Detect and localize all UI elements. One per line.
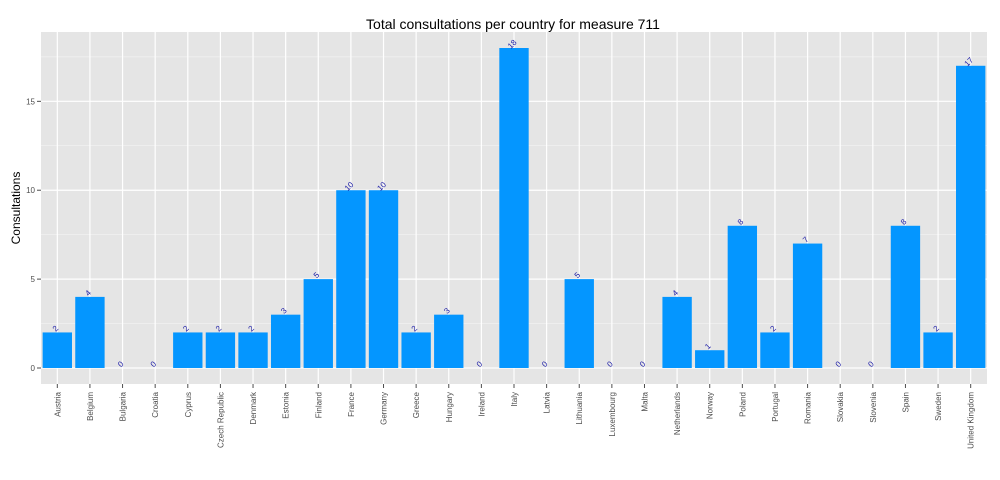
x-tick-label: Romania: [804, 391, 813, 424]
bar: [923, 332, 953, 368]
bar: [760, 332, 790, 368]
x-tick-label: Czech Republic: [216, 392, 225, 448]
bar: [564, 279, 594, 368]
data-label: 2: [768, 324, 778, 334]
data-label: 0: [638, 359, 648, 369]
x-tick-label: Portugal: [771, 392, 780, 422]
x-tick-label: Latvia: [543, 391, 552, 413]
x-tick-label: Poland: [738, 392, 747, 417]
data-label: 2: [410, 324, 420, 334]
data-label: 0: [866, 359, 876, 369]
x-tick-label: Bulgaria: [119, 391, 128, 421]
data-label: 3: [442, 306, 452, 316]
y-axis: 0 5 10 15: [26, 97, 41, 373]
bar: [270, 314, 301, 368]
bar: [727, 225, 758, 368]
bar: [695, 350, 725, 368]
data-label: 3: [279, 306, 289, 316]
x-tick-label: United Kingdom: [967, 392, 976, 449]
data-label: 2: [51, 324, 61, 334]
bar: [303, 279, 333, 368]
x-tick-label: Lithuania: [575, 391, 584, 424]
x-tick-label: Luxembourg: [608, 392, 617, 436]
bar: [956, 65, 986, 369]
y-tick-label: 0: [31, 364, 36, 373]
data-label: 2: [214, 324, 224, 334]
bar: [401, 332, 431, 368]
data-label: 2: [247, 324, 257, 334]
x-tick-label: Malta: [640, 391, 649, 411]
data-label: 0: [540, 359, 550, 369]
data-label: 0: [475, 359, 485, 369]
x-tick-label: Germany: [380, 392, 389, 425]
y-tick-label: 15: [26, 97, 35, 106]
data-label: 0: [834, 359, 844, 369]
data-label: 0: [149, 359, 159, 369]
data-label: 2: [181, 324, 191, 334]
x-tick-label: Netherlands: [673, 392, 682, 435]
bar: [173, 332, 203, 368]
bar: [890, 225, 921, 368]
bar: [368, 190, 399, 368]
x-tick-label: Ireland: [477, 392, 486, 416]
bar: [205, 332, 236, 368]
data-label: 0: [116, 359, 126, 369]
data-label: 4: [83, 288, 93, 298]
bar: [42, 332, 72, 368]
x-tick-label: Cyprus: [184, 392, 193, 417]
x-tick-label: Norway: [706, 392, 715, 419]
x-tick-label: Slovakia: [836, 391, 845, 422]
data-label: 4: [671, 288, 681, 298]
y-tick-label: 10: [26, 186, 35, 195]
x-tick-label: Italy: [510, 392, 519, 407]
bar: [499, 48, 529, 368]
x-tick-label: Sweden: [934, 392, 943, 421]
data-label: 0: [605, 359, 615, 369]
data-label: 5: [312, 270, 322, 280]
x-tick-label: Spain: [901, 392, 910, 412]
x-tick-label: Croatia: [151, 391, 160, 417]
bar: [336, 190, 366, 368]
x-tick-label: Denmark: [249, 391, 258, 424]
bar: [238, 332, 268, 368]
bar: [434, 314, 464, 368]
chart-title: Total consultations per country for meas…: [366, 16, 660, 32]
data-label: 7: [801, 235, 811, 245]
data-label: 1: [703, 341, 713, 351]
data-label: 8: [736, 217, 746, 227]
x-tick-label: Finland: [314, 392, 323, 418]
bar: [792, 243, 823, 368]
bar: [662, 296, 692, 368]
x-tick-label: France: [347, 391, 356, 416]
x-tick-label: Austria: [53, 391, 62, 416]
y-tick-label: 5: [31, 275, 36, 284]
x-tick-label: Hungary: [445, 392, 454, 422]
x-axis: Austria Belgium Bulgaria Croatia Cyprus Czech…: [53, 384, 976, 449]
x-tick-label: Greece: [412, 391, 421, 418]
x-tick-label: Estonia: [282, 391, 291, 418]
bar: [75, 296, 105, 368]
data-label: 8: [899, 217, 909, 227]
y-axis-title: Consultations: [9, 172, 23, 245]
bar-layer: [42, 48, 986, 369]
data-label: 5: [573, 270, 583, 280]
x-tick-label: Belgium: [86, 392, 95, 421]
x-tick-label: Slovenia: [869, 391, 878, 422]
data-label: 2: [932, 324, 942, 334]
